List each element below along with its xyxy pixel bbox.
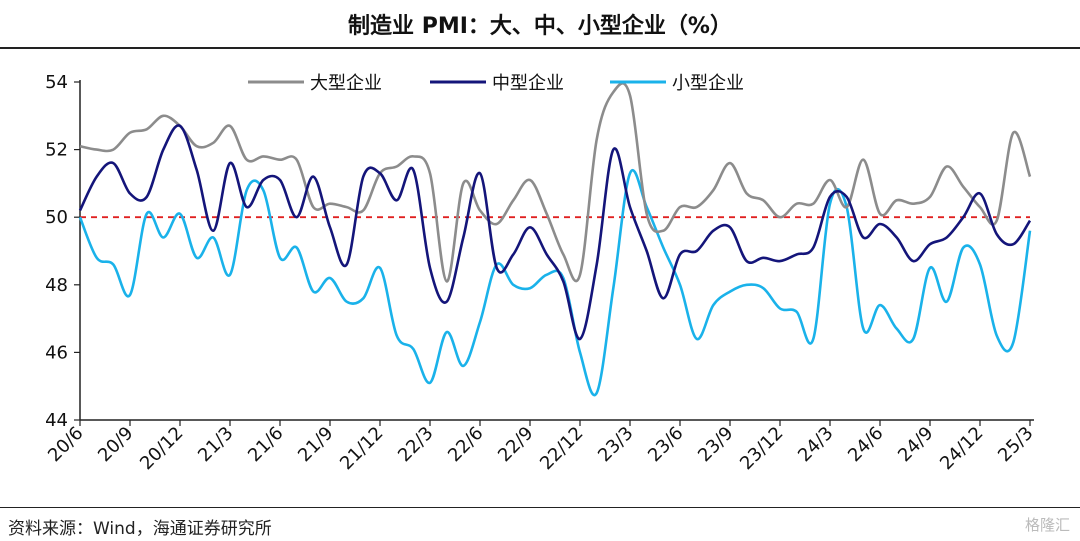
x-tick-label: 21/9 — [294, 423, 337, 466]
x-tick-label: 21/12 — [336, 423, 388, 475]
x-tick-label: 21/3 — [194, 423, 237, 466]
y-tick-label: 52 — [45, 140, 68, 161]
x-tick-label: 24/6 — [844, 423, 887, 466]
footer-rule — [0, 507, 1080, 508]
legend-label-medium: 中型企业 — [492, 73, 564, 94]
x-tick-label: 25/3 — [994, 423, 1037, 466]
title-rule — [0, 47, 1080, 49]
x-tick-label: 22/6 — [444, 423, 487, 466]
y-tick-label: 54 — [45, 72, 68, 93]
x-tick-label: 24/3 — [794, 423, 837, 466]
x-tick-label: 22/9 — [494, 423, 537, 466]
series-line-small — [78, 169, 1032, 397]
x-tick-label: 20/9 — [94, 423, 137, 466]
series-line-large — [79, 82, 1032, 283]
watermark-text: 格隆汇 — [1024, 516, 1070, 534]
source-note: 资料来源：Wind，海通证券研究所 — [8, 519, 272, 539]
x-tick-label: 23/6 — [644, 423, 687, 466]
x-tick-label: 22/12 — [536, 423, 588, 475]
series-line-medium — [78, 124, 1032, 341]
chart-title: 制造业 PMI：大、中、小型企业（%） — [348, 14, 732, 39]
x-tick-label: 23/3 — [594, 423, 637, 466]
x-tick-label: 23/9 — [694, 423, 737, 466]
x-tick-label: 22/3 — [394, 423, 437, 466]
y-tick-label: 46 — [45, 342, 68, 363]
x-tick-label: 20/12 — [136, 423, 188, 475]
legend-label-large: 大型企业 — [310, 73, 382, 94]
y-tick-label: 48 — [45, 275, 68, 296]
x-tick-label: 23/12 — [736, 423, 788, 475]
y-tick-label: 44 — [45, 410, 68, 431]
y-tick-label: 50 — [45, 207, 68, 228]
x-tick-label: 21/6 — [244, 423, 287, 466]
x-tick-label: 24/9 — [894, 423, 937, 466]
x-tick-label: 24/12 — [936, 423, 988, 475]
legend-label-small: 小型企业 — [672, 73, 744, 94]
